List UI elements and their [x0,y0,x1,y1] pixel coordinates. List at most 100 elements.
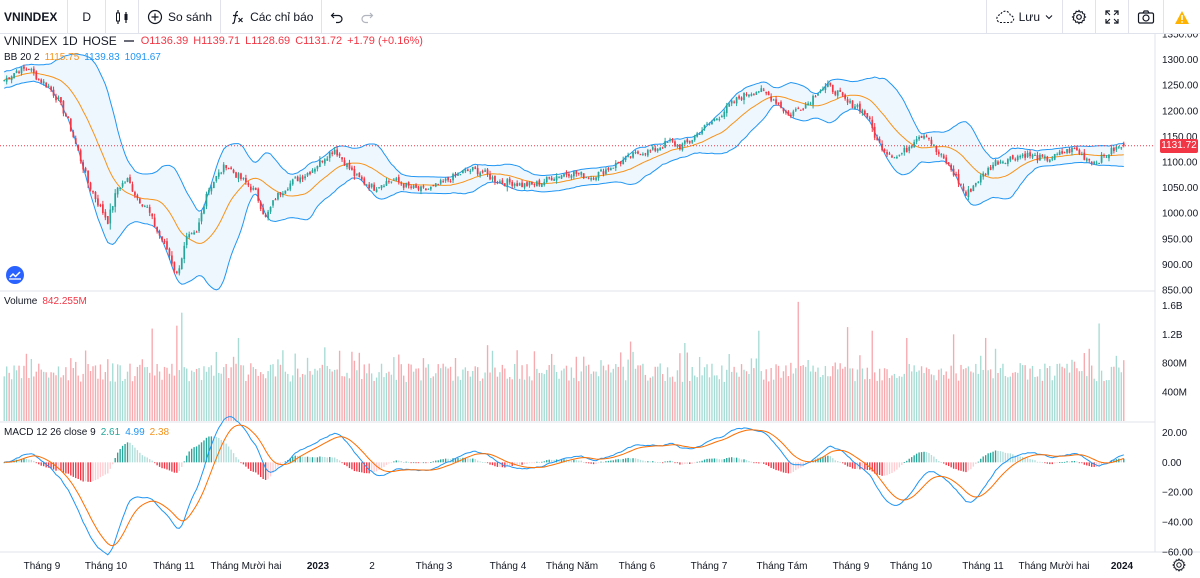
macd-histogram-bar [173,462,176,473]
candle-body [116,187,119,195]
bb-legend[interactable]: BB 20 2 1115.75 1139.83 1091.67 [4,52,161,63]
save-button[interactable]: Lưu [985,0,1062,34]
macd-histogram-bar [353,462,356,472]
bb-background [4,53,1124,290]
volume-bar [481,378,484,421]
candle-body [711,121,713,125]
volume-bar [1051,380,1053,421]
macd-histogram-bar [255,462,257,473]
macd-histogram-bar [938,461,940,463]
minus-icon[interactable] [122,36,136,46]
volume-bar [629,341,632,421]
volume-bar [945,371,947,421]
candle-body [545,177,548,183]
macd-histogram-bar [277,462,279,467]
chart-canvas[interactable]: 1350.00 1300.00 1250.00 1200.00 1150.00 1100.… [0,34,1200,578]
macd-histogram-bar [410,462,412,464]
candle-body [390,181,393,183]
volume-bar [624,380,627,421]
volume-bar [163,366,166,421]
candle-body [669,139,671,141]
volume-bar [343,376,346,421]
chart-type-button[interactable] [106,0,140,34]
fullscreen-button[interactable] [1095,0,1128,34]
candle-body [385,181,388,186]
macd-histogram-bar [1083,462,1085,465]
macd-histogram-bar [511,462,513,466]
candle-body [252,188,255,190]
candle-body [1053,153,1056,160]
compare-button[interactable]: So sánh [139,0,222,34]
macd-histogram-bar [472,458,474,463]
macd-histogram-bar [481,462,484,463]
candle-body [471,166,474,171]
candle-body [380,185,383,189]
candle-body [777,102,780,104]
legend-symbol[interactable]: VNINDEX [4,34,58,48]
macd-histogram-bar [671,461,674,463]
macd-histogram-bar [28,459,30,463]
candle-body [661,147,664,149]
volume-bar [1066,363,1068,421]
candle-body [797,108,800,110]
volume-bar [356,370,358,421]
candle-body [161,236,163,241]
volume-bar [213,375,215,421]
candle-body [124,182,126,184]
candle-body [982,173,985,177]
macd-histogram-bar [989,452,992,463]
candle-body [994,160,997,166]
macd-histogram-bar [846,462,849,467]
candle-body [829,82,832,86]
tradingview-logo[interactable] [6,266,24,284]
macd-histogram-bar [131,445,134,463]
candle-body [698,133,701,135]
macd-histogram-bar [743,459,745,463]
macd-histogram-bar [262,462,264,479]
macd-histogram-bar [338,460,341,463]
main-legend: VNINDEX 1D HOSE O1136.39 H1139.71 L1128.… [4,34,423,48]
volume-bar [758,330,760,421]
volume-bar [149,372,151,421]
macd-histogram-bar [1068,461,1071,463]
volume-bar [854,381,856,421]
redo-button[interactable] [352,0,382,34]
settings-button[interactable] [1062,0,1095,34]
snapshot-button[interactable] [1128,0,1163,34]
candle-body [111,206,114,211]
candle-body [612,167,615,169]
volume-legend[interactable]: Volume 842.255M [4,296,87,307]
chart-settings-icon[interactable] [1172,558,1186,572]
macd-histogram-bar [245,462,247,467]
interval-button[interactable]: D [68,0,107,34]
candle-body [905,147,908,153]
candle-body [447,177,449,181]
macd-histogram-bar [52,462,55,470]
candle-body [355,173,358,175]
volume-bar [114,381,116,421]
macd-histogram-bar [198,444,200,463]
macd-histogram-bar [550,459,553,463]
macd-legend[interactable]: MACD 12 26 close 9 2.61 4.99 2.38 [4,427,169,438]
macd-histogram-bar [415,462,417,464]
indicators-button[interactable]: Các chỉ báo [221,0,323,34]
candle-body [893,157,896,159]
candle-body [760,88,763,92]
macd-histogram-bar [129,442,131,463]
candle-body [666,141,669,143]
alert-button[interactable] [1163,0,1200,34]
macd-histogram-bar [97,462,99,480]
candle-body [503,183,506,186]
macd-histogram-bar [864,462,866,470]
volume-bar [925,367,928,421]
macd-histogram-bar [691,462,693,464]
volume-bar [306,357,309,421]
volume-bar [430,377,432,421]
undo-button[interactable] [322,0,352,34]
candle-body [849,100,851,103]
candle-body [134,192,136,196]
volume-bar [521,365,523,421]
macd-histogram-bar [412,462,415,464]
symbol-search-button[interactable]: VNINDEX [0,0,69,34]
macd-histogram-bar [1071,461,1073,463]
